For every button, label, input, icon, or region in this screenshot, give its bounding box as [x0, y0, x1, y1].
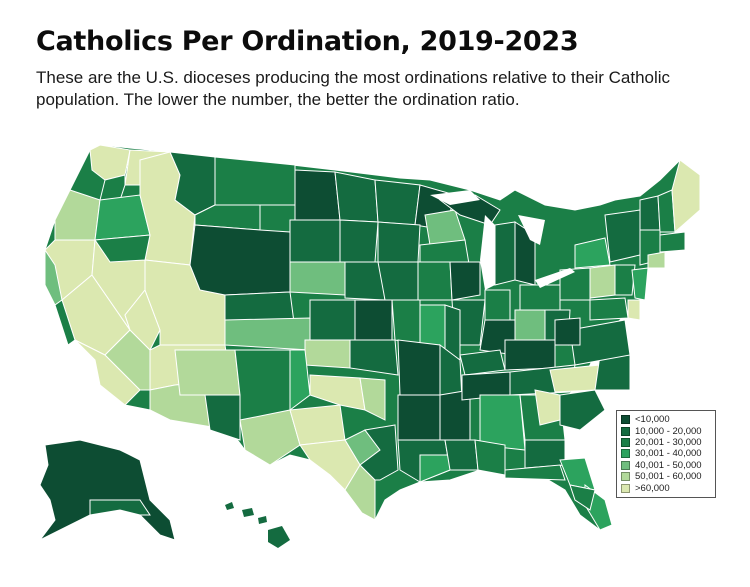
region-in-north — [484, 289, 511, 321]
region-oh-south — [514, 309, 546, 341]
region-fl-panhandle — [504, 464, 566, 481]
region-alaska — [39, 439, 176, 541]
region-nm-east — [234, 349, 291, 421]
region-mi-west — [494, 221, 516, 286]
region-tx-coast — [344, 464, 376, 521]
lake-huron — [518, 215, 545, 245]
region-ny-central — [604, 209, 641, 263]
lake-erie — [535, 268, 575, 288]
region-or-west — [54, 189, 101, 241]
legend-item: >60,000 — [621, 482, 711, 494]
legend-label: <10,000 — [635, 414, 670, 426]
region-ga-coast — [534, 389, 561, 426]
region-ok-east — [349, 339, 399, 376]
legend-swatch — [621, 426, 630, 436]
map-legend: <10,000 10,000 - 20,000 20,001 - 30,000 … — [616, 410, 716, 498]
legend-label: 20,001 - 30,000 — [635, 436, 702, 448]
region-al-south — [474, 439, 506, 476]
region-de — [627, 299, 641, 321]
region-pa-west — [559, 267, 591, 301]
legend-item: 40,001 - 50,000 — [621, 460, 711, 471]
region-wv — [554, 317, 581, 346]
region-ky-east — [504, 339, 556, 371]
region-ma — [659, 231, 686, 253]
map-subtitle: These are the U.S. dioceses producing th… — [36, 68, 671, 109]
region-mo-west — [391, 299, 421, 346]
region-sc — [559, 389, 606, 431]
legend-item: 10,000 - 20,000 — [621, 425, 711, 437]
region-hawaii-1 — [225, 502, 234, 510]
region-ny-west — [574, 237, 611, 269]
region-nm — [174, 349, 241, 396]
region-mt-east — [214, 156, 296, 206]
region-mn-north — [374, 179, 421, 226]
legend-swatch — [621, 449, 630, 459]
legend-swatch — [621, 437, 630, 447]
lake-superior — [430, 190, 480, 205]
region-ok-west — [304, 339, 351, 369]
region-nc-west — [549, 364, 601, 393]
region-ia-east — [417, 261, 453, 301]
region-ky-west — [459, 349, 506, 376]
legend-swatch — [621, 460, 630, 470]
legend-label: 30,001 - 40,000 — [635, 448, 702, 460]
region-ct — [647, 251, 666, 269]
region-fl-central — [569, 484, 596, 511]
region-pa-east — [614, 264, 636, 296]
region-nd-east — [334, 171, 379, 223]
region-sd-east — [339, 219, 379, 263]
region-hawaii-2 — [242, 508, 254, 517]
region-tx-houston — [359, 424, 399, 481]
region-ga-south — [524, 439, 566, 469]
legend-item: 30,001 - 40,000 — [621, 448, 711, 459]
region-mn-south — [377, 221, 421, 263]
region-ne-west — [289, 261, 346, 296]
region-tx-west — [239, 409, 301, 466]
legend-label: 50,001 - 60,000 — [635, 471, 702, 483]
region-me — [671, 159, 701, 234]
lake-michigan — [480, 215, 495, 290]
map-title: Catholics Per Ordination, 2019-2023 — [36, 26, 579, 57]
region-alaska-south — [89, 499, 151, 516]
region-va — [569, 319, 631, 366]
region-ar-west — [397, 339, 441, 396]
region-nd — [294, 169, 341, 221]
region-tx-dallas — [359, 377, 386, 421]
region-nm-south — [204, 394, 241, 441]
region-hawaii-3 — [258, 516, 267, 524]
region-ks-east — [354, 299, 393, 341]
region-tx-central — [289, 404, 346, 446]
region-nv-south — [124, 289, 161, 351]
region-la-north — [397, 394, 441, 441]
region-ia-west — [377, 261, 419, 301]
region-ks-west — [309, 299, 356, 341]
legend-swatch — [621, 415, 630, 425]
legend-item: <10,000 — [621, 414, 711, 425]
legend-label: 40,001 - 50,000 — [635, 459, 702, 471]
region-wy-north — [194, 204, 261, 231]
region-nj — [631, 267, 649, 301]
region-il-north — [449, 261, 481, 301]
region-pa-central — [589, 264, 616, 299]
region-wa-central — [99, 174, 126, 201]
legend-label: >60,000 — [635, 482, 670, 494]
legend-swatch — [621, 483, 630, 493]
legend-item: 50,001 - 60,000 — [621, 471, 711, 482]
region-hawaii-4 — [268, 526, 290, 548]
region-co-south — [224, 317, 311, 351]
region-wy — [189, 224, 291, 296]
region-vt — [639, 195, 661, 231]
region-md — [589, 297, 629, 321]
region-oh-north — [519, 284, 561, 311]
legend-label: 10,000 - 20,000 — [635, 425, 702, 437]
region-tx-north — [309, 374, 366, 411]
region-sd-north — [289, 219, 341, 263]
legend-item: 20,001 - 30,000 — [621, 437, 711, 448]
legend-swatch — [621, 472, 630, 482]
region-ms-south — [444, 439, 479, 471]
